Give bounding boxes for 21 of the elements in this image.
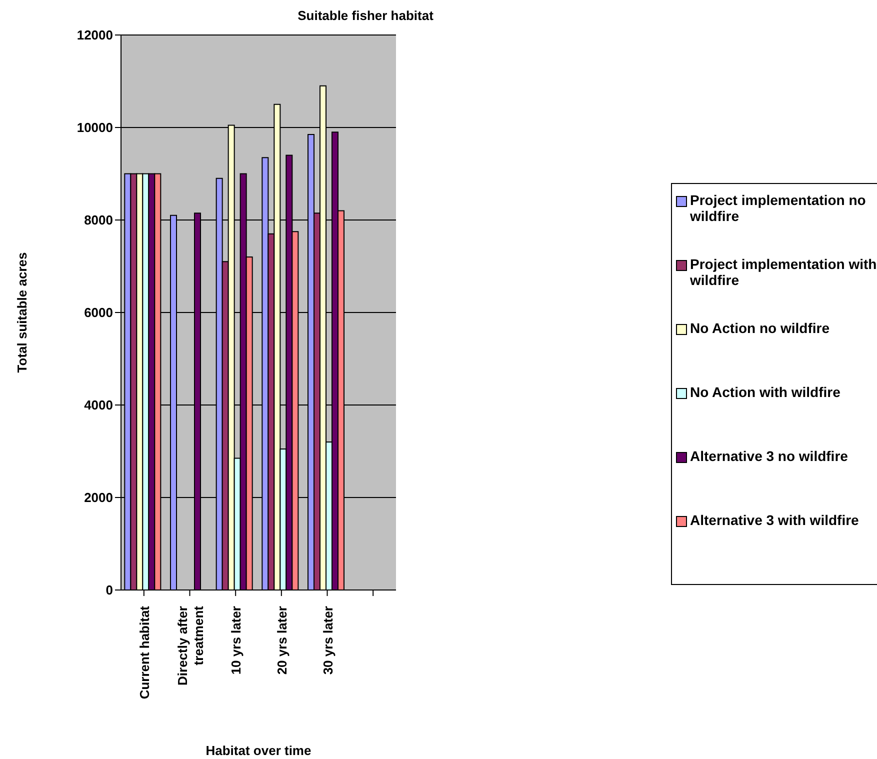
legend-label: No Action no wildfire (690, 320, 830, 336)
x-tick-label: 10 yrs later (228, 606, 244, 675)
x-axis-title: Habitat over time (206, 743, 312, 758)
y-axis-title: Total suitable acres (14, 252, 30, 373)
x-tick-label: 30 yrs later (320, 606, 336, 675)
chart-title: Suitable fisher habitat (296, 8, 434, 23)
y-tick-label: 0 (106, 582, 113, 598)
legend-label: Alternative 3 with wildfire (690, 512, 859, 528)
x-tick-label: 20 yrs later (274, 606, 290, 675)
y-tick-label: 4000 (84, 398, 113, 413)
legend-label: Project implementation with wildfire (690, 256, 877, 288)
y-tick-label: 2000 (84, 490, 113, 506)
y-tick-label: 8000 (84, 212, 113, 228)
y-tick-label: 10000 (76, 120, 113, 136)
y-tick-label: 6000 (84, 305, 113, 320)
legend-label: Alternative 3 no wildfire (690, 448, 848, 464)
legend-label: No Action with wildfire (690, 384, 840, 400)
legend-label: Project implementation no wildfire (690, 192, 867, 224)
y-tick-label: 12000 (76, 28, 113, 43)
x-tick-label: Current habitat (136, 605, 152, 700)
x-tick-label: Directly after treatment (174, 605, 206, 686)
